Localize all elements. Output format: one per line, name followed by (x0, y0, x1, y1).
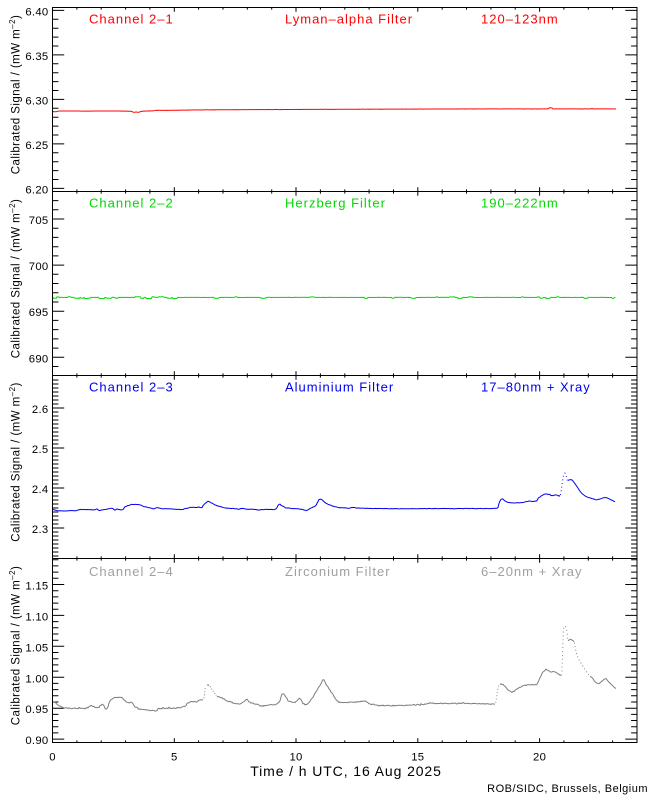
svg-text:Channel 2–1: Channel 2–1 (89, 12, 174, 27)
svg-text:Calibrated Signal / (mW m–2): Calibrated Signal / (mW m–2) (8, 382, 23, 542)
svg-text:Aluminium Filter: Aluminium Filter (285, 380, 394, 395)
svg-text:15: 15 (411, 752, 424, 764)
svg-text:705: 705 (29, 215, 49, 227)
svg-text:2.3: 2.3 (32, 524, 49, 536)
svg-text:Channel 2–3: Channel 2–3 (89, 380, 174, 395)
svg-text:Calibrated Signal / (mW m–2): Calibrated Signal / (mW m–2) (8, 199, 23, 359)
svg-text:Calibrated Signal / (mW m–2): Calibrated Signal / (mW m–2) (8, 566, 23, 726)
svg-text:6.35: 6.35 (25, 51, 48, 63)
svg-text:2.5: 2.5 (32, 444, 49, 456)
svg-text:17–80nm + Xray: 17–80nm + Xray (481, 380, 591, 395)
svg-text:1.00: 1.00 (25, 673, 48, 685)
svg-text:1.05: 1.05 (25, 642, 48, 654)
svg-text:10: 10 (289, 752, 302, 764)
svg-text:Herzberg Filter: Herzberg Filter (285, 196, 386, 211)
svg-text:Calibrated Signal / (mW m–2): Calibrated Signal / (mW m–2) (8, 15, 23, 175)
svg-text:0: 0 (49, 752, 56, 764)
svg-text:20: 20 (533, 752, 546, 764)
svg-text:695: 695 (29, 307, 49, 319)
svg-text:120–123nm: 120–123nm (481, 12, 559, 27)
svg-text:ROB/SIDC, Brussels, Belgium: ROB/SIDC, Brussels, Belgium (487, 783, 648, 795)
svg-text:Lyman–alpha Filter: Lyman–alpha Filter (285, 12, 413, 27)
svg-text:690: 690 (29, 353, 49, 365)
svg-text:Time / h UTC, 16 Aug 2025: Time / h UTC, 16 Aug 2025 (250, 763, 442, 779)
svg-text:700: 700 (29, 261, 49, 273)
svg-text:Zirconium Filter: Zirconium Filter (285, 564, 391, 579)
svg-text:190–222nm: 190–222nm (481, 196, 559, 211)
svg-text:Channel 2–2: Channel 2–2 (89, 196, 174, 211)
svg-text:0.90: 0.90 (25, 735, 48, 747)
svg-text:6.25: 6.25 (25, 140, 48, 152)
svg-text:2.6: 2.6 (32, 404, 49, 416)
svg-text:6.40: 6.40 (25, 6, 48, 18)
svg-text:6.20: 6.20 (25, 184, 48, 196)
svg-text:0.95: 0.95 (25, 704, 48, 716)
svg-text:2.4: 2.4 (32, 484, 49, 496)
svg-text:5: 5 (171, 752, 178, 764)
svg-text:1.15: 1.15 (25, 581, 48, 593)
svg-text:Channel 2–4: Channel 2–4 (89, 564, 174, 579)
svg-text:1.10: 1.10 (25, 611, 48, 623)
svg-text:6–20nm + Xray: 6–20nm + Xray (481, 564, 583, 579)
svg-text:6.30: 6.30 (25, 95, 48, 107)
